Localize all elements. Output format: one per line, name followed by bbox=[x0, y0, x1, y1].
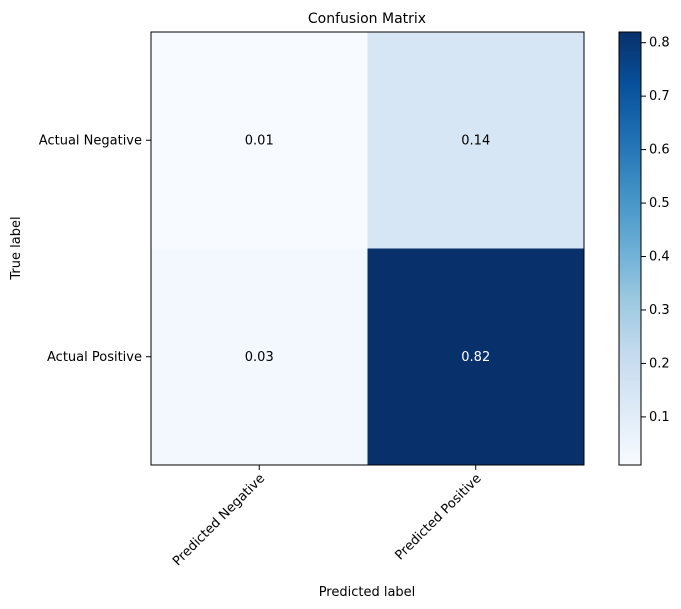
cell-value-label: 0.01 bbox=[245, 133, 274, 148]
colorbar bbox=[618, 31, 642, 466]
colorbar-tick-label: 0.2 bbox=[649, 356, 670, 371]
plot-frame bbox=[150, 31, 585, 466]
colorbar-tick-label: 0.8 bbox=[649, 36, 670, 51]
colorbar-tick-label: 0.3 bbox=[649, 303, 670, 318]
colorbar-tick-label: 0.1 bbox=[649, 410, 670, 425]
y-axis-label: True label bbox=[9, 216, 24, 280]
cell-value-labels: 0.01 0.14 0.03 0.82 bbox=[245, 133, 490, 365]
x-tick-label: Predicted Positive bbox=[392, 471, 484, 563]
colorbar-tick-label: 0.7 bbox=[649, 89, 670, 104]
y-axis-ticks: Actual Negative Actual Positive bbox=[39, 133, 151, 365]
heatmap-cell bbox=[367, 248, 585, 466]
y-tick-label: Actual Negative bbox=[39, 133, 142, 148]
colorbar-tick-label: 0.6 bbox=[649, 143, 670, 158]
heatmap-cell bbox=[151, 248, 368, 466]
cell-value-label: 0.82 bbox=[461, 350, 490, 365]
heatmap-cell bbox=[151, 32, 368, 249]
colorbar-tick-label: 0.5 bbox=[649, 196, 670, 211]
colorbar-tick-label: 0.4 bbox=[649, 250, 670, 265]
y-tick-label: Actual Positive bbox=[47, 350, 142, 365]
x-axis-label: Predicted label bbox=[319, 585, 416, 600]
heatmap-cell bbox=[367, 32, 585, 249]
cell-value-label: 0.14 bbox=[461, 133, 490, 148]
colorbar-ticks: 0.1 0.2 0.3 0.4 0.5 0.6 0.7 0.8 bbox=[641, 36, 670, 425]
x-tick-label: Predicted Negative bbox=[170, 471, 268, 569]
x-axis-ticks: Predicted Negative Predicted Positive bbox=[170, 465, 485, 569]
chart-title: Confusion Matrix bbox=[308, 11, 426, 27]
cell-value-label: 0.03 bbox=[245, 350, 274, 365]
heatmap-cells bbox=[151, 32, 585, 466]
